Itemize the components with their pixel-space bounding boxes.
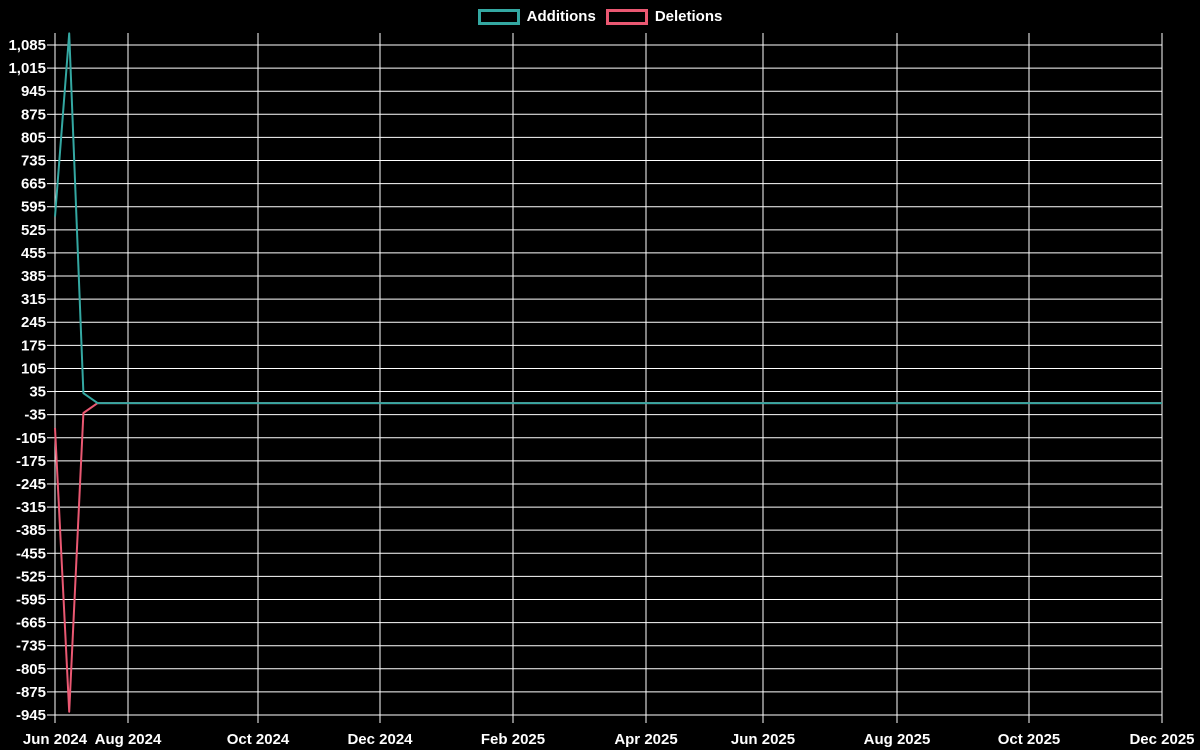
y-tick-label: -595 <box>16 591 46 608</box>
y-tick-label: -385 <box>16 522 46 539</box>
y-tick-label: -525 <box>16 568 46 585</box>
y-tick-label: 175 <box>21 337 46 354</box>
y-axis-labels: 1,085 1,015 945 875 805 735 665 595 525 455 385 315… <box>8 37 46 724</box>
y-tick-label: 945 <box>21 83 46 100</box>
y-tick-label: 805 <box>21 129 46 146</box>
y-tick-label: -805 <box>16 661 46 678</box>
y-tick-label: -245 <box>16 476 46 493</box>
x-axis-labels: Jun 2024 Aug 2024 Oct 2024 Dec 2024 Feb 2025… <box>23 731 1195 748</box>
series-lines <box>54 32 1162 713</box>
y-tick-label: -105 <box>16 430 46 447</box>
x-tick-label: Oct 2025 <box>998 731 1061 748</box>
y-tick-label: 245 <box>21 314 46 331</box>
x-tick-label: Oct 2024 <box>227 731 290 748</box>
y-tick-label: 105 <box>21 360 46 377</box>
x-tick-label: Feb 2025 <box>481 731 545 748</box>
additions-legend-swatch <box>477 9 520 25</box>
y-tick-label: 735 <box>21 153 46 170</box>
deletions-legend-label: Deletions <box>654 8 723 25</box>
y-tick-label: 455 <box>21 245 46 262</box>
x-tick-label: Aug 2025 <box>864 731 931 748</box>
x-tick-label: Aug 2024 <box>95 731 162 748</box>
additions-legend-label: Additions <box>526 8 596 25</box>
y-tick-label: 315 <box>21 291 46 308</box>
y-tick-label: -945 <box>16 707 46 724</box>
y-tick-label: 665 <box>21 176 46 193</box>
y-tick-label: 1,085 <box>8 37 46 54</box>
legend-item-deletions[interactable]: Deletions <box>605 8 723 25</box>
y-tick-label: 1,015 <box>8 60 46 77</box>
y-tick-label: 595 <box>21 199 46 216</box>
deletions-line <box>54 402 1162 713</box>
y-tick-label: 385 <box>21 268 46 285</box>
x-tick-label: Jun 2024 <box>23 731 88 748</box>
y-tick-label: -175 <box>16 453 46 470</box>
x-tick-label: Dec 2025 <box>1129 731 1194 748</box>
horizontal-gridlines <box>55 44 1162 716</box>
y-tick-label: -735 <box>16 638 46 655</box>
additions-line <box>54 32 1162 405</box>
vertical-gridlines <box>54 33 1163 715</box>
y-tick-label: 35 <box>29 384 46 401</box>
y-tick-label: -35 <box>24 407 46 424</box>
y-tick-label: 875 <box>21 106 46 123</box>
y-tick-label: -665 <box>16 615 46 632</box>
x-tick-label: Jun 2025 <box>731 731 795 748</box>
y-tick-label: -875 <box>16 684 46 701</box>
y-tick-label: 525 <box>21 222 46 239</box>
axis-tick-marks <box>47 44 1163 723</box>
x-tick-label: Apr 2025 <box>614 731 677 748</box>
x-tick-label: Dec 2024 <box>347 731 413 748</box>
y-tick-label: -455 <box>16 545 46 562</box>
chart-legend: Additions Deletions <box>0 9 1200 25</box>
y-tick-label: -315 <box>16 499 46 516</box>
legend-item-additions[interactable]: Additions <box>477 8 596 25</box>
deletions-legend-swatch <box>605 9 648 25</box>
